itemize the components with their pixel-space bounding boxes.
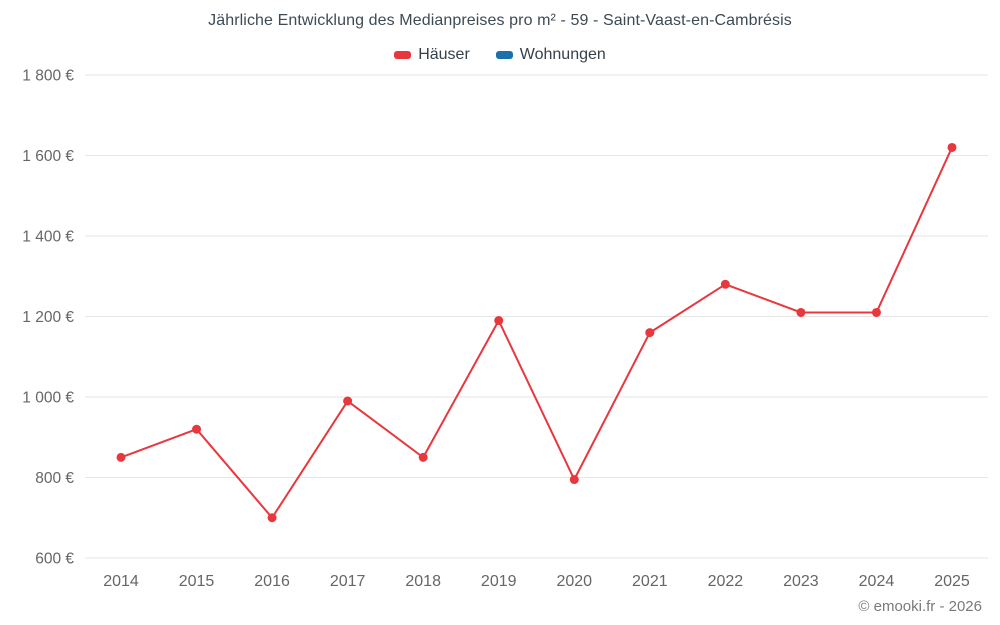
- chart-legend: Häuser Wohnungen: [0, 46, 1000, 64]
- x-tick-label: 2017: [330, 573, 366, 590]
- data-point[interactable]: [418, 452, 428, 462]
- x-tick-label: 2014: [103, 573, 139, 590]
- legend-item-haeuser[interactable]: Häuser: [394, 46, 470, 64]
- x-tick-label: 2021: [632, 573, 668, 590]
- x-tick-label: 2019: [481, 573, 517, 590]
- data-point[interactable]: [192, 424, 202, 434]
- legend-label-wohnungen: Wohnungen: [519, 46, 606, 63]
- x-tick-label: 2020: [556, 573, 592, 590]
- y-tick-label: 800 €: [35, 470, 74, 487]
- x-tick-label: 2022: [708, 573, 744, 590]
- x-tick-label: 2018: [405, 573, 441, 590]
- x-tick-label: 2023: [783, 573, 819, 590]
- data-point[interactable]: [267, 513, 277, 523]
- y-tick-label: 1 600 €: [22, 148, 74, 165]
- y-tick-label: 1 200 €: [22, 309, 74, 326]
- y-tick-label: 600 €: [35, 551, 74, 568]
- data-point[interactable]: [947, 142, 957, 152]
- x-tick-label: 2024: [859, 573, 895, 590]
- data-point[interactable]: [343, 396, 353, 406]
- data-point[interactable]: [645, 328, 655, 338]
- y-tick-label: 1 800 €: [22, 68, 74, 85]
- data-point[interactable]: [871, 307, 881, 317]
- data-point[interactable]: [720, 279, 730, 289]
- data-point[interactable]: [116, 452, 126, 462]
- legend-label-haeuser: Häuser: [418, 46, 470, 63]
- x-tick-label: 2015: [179, 573, 215, 590]
- y-tick-label: 1 000 €: [22, 390, 74, 407]
- legend-item-wohnungen[interactable]: Wohnungen: [495, 46, 606, 64]
- data-point[interactable]: [796, 307, 806, 317]
- copyright: © emooki.fr - 2026: [858, 598, 982, 615]
- y-tick-label: 1 400 €: [22, 229, 74, 246]
- data-point[interactable]: [569, 475, 579, 485]
- chart-title: Jährliche Entwicklung des Medianpreises …: [208, 12, 792, 29]
- legend-swatch-haeuser-icon: [394, 51, 412, 59]
- x-tick-label: 2016: [254, 573, 290, 590]
- data-point[interactable]: [494, 316, 504, 326]
- x-tick-label: 2025: [934, 573, 970, 590]
- series-line-häuser: [120, 146, 953, 519]
- legend-swatch-wohnungen-icon: [495, 51, 513, 59]
